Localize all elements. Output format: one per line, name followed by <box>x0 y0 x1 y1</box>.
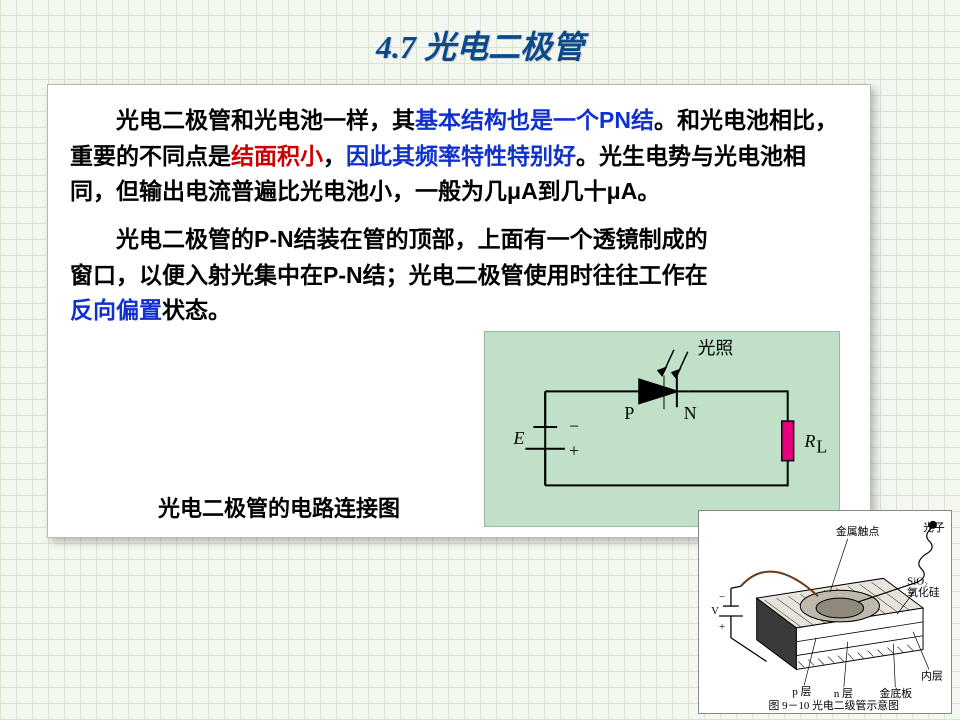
inset-label-inner: 内层 <box>921 668 943 682</box>
circuit-caption: 光电二极管的电路连接图 <box>158 491 400 523</box>
content-panel: 光电二极管和光电池一样，其基本结构也是一个PN结。和光电池相比，重要的不同点是结… <box>47 84 871 538</box>
label-minus: − <box>569 416 579 436</box>
p2-s1: 光电二极管的P-N结装在管的顶部，上面有一个透镜制成的窗口，以便入射光集中在P-… <box>70 226 708 288</box>
inset-label-sio2a: SiO₂ <box>907 575 928 587</box>
p1-s4: 结面积小 <box>231 143 323 169</box>
structure-inset: 金属触点 光子 V − + SiO₂ 氧化硅 p 层 n 层 金底板 内层 图 … <box>698 510 952 714</box>
inset-label-minus: − <box>719 591 725 603</box>
p1-s5: ， <box>323 143 346 169</box>
label-n: N <box>684 403 697 423</box>
inset-label-base: 金底板 <box>879 686 912 700</box>
label-rl-l: L <box>816 437 827 457</box>
label-light: 光照 <box>698 338 734 358</box>
inset-label-photon: 光子 <box>923 520 945 534</box>
inset-label-n: n 层 <box>834 687 853 700</box>
inset-label-sio2b: 氧化硅 <box>907 585 940 599</box>
inset-caption: 图 9－10 光电二级管示意图 <box>769 698 900 712</box>
label-p: P <box>624 403 634 423</box>
page-title: 4.7 光电二极管 <box>0 22 960 68</box>
inset-label-v: V <box>711 605 719 617</box>
inset-label-plus: + <box>719 621 725 633</box>
paragraph-2: 光电二极管的P-N结装在管的顶部，上面有一个透镜制成的窗口，以便入射光集中在P-… <box>70 222 848 329</box>
inset-label-p: p 层 <box>792 685 811 698</box>
label-e: E <box>513 428 525 448</box>
p1-s2: 基本结构也是一个PN结 <box>415 107 654 133</box>
label-plus: + <box>569 441 579 461</box>
circuit-diagram: 光照 P N E − + R L <box>484 331 840 527</box>
paragraph-1: 光电二极管和光电池一样，其基本结构也是一个PN结。和光电池相比，重要的不同点是结… <box>70 103 848 210</box>
inset-label-contact: 金属触点 <box>836 524 880 538</box>
p2-s3: 状态。 <box>162 297 231 323</box>
p1-s1: 光电二极管和光电池一样，其 <box>116 107 415 133</box>
label-rl-r: R <box>804 431 816 451</box>
p2-s2: 反向偏置 <box>70 297 162 323</box>
p1-s6: 因此其频率特性特别好 <box>346 143 576 169</box>
